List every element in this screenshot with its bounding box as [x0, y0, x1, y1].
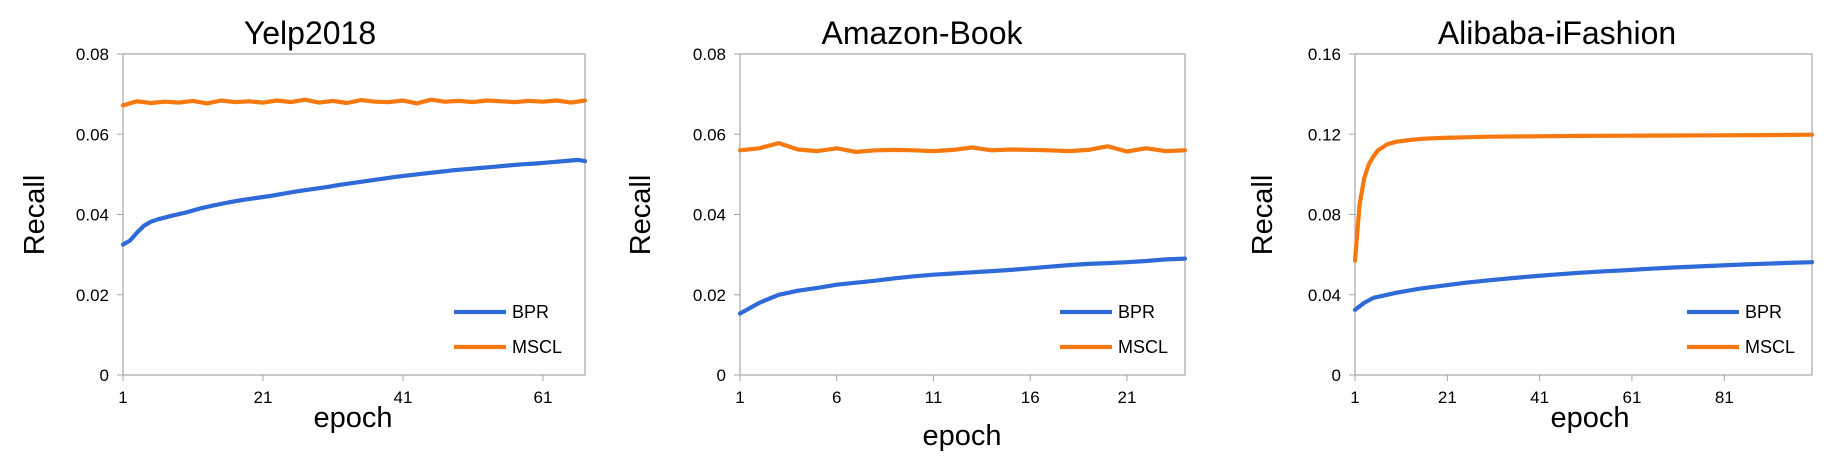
chart-title: Alibaba-iFashion: [1438, 15, 1676, 51]
x-tick-label: 41: [1530, 388, 1549, 407]
y-tick-label: 0.04: [76, 206, 109, 225]
x-tick-label: 1: [118, 388, 127, 407]
y-tick-label: 0.06: [76, 125, 109, 144]
series-line-bpr: [1352, 260, 1815, 312]
y-tick-label: 0.02: [76, 286, 109, 305]
y-tick-label: 0: [1332, 366, 1341, 385]
y-tick-label: 0: [717, 366, 726, 385]
y-axis-label: Recall: [625, 175, 657, 256]
legend-label-bpr: BPR: [512, 302, 549, 322]
x-tick-label: 21: [254, 388, 273, 407]
x-tick-label: 81: [1715, 388, 1734, 407]
x-tick-label: 61: [1623, 388, 1642, 407]
x-tick-label: 21: [1117, 388, 1136, 407]
x-tick-label: 1: [1350, 388, 1359, 407]
x-tick-label: 16: [1021, 388, 1040, 407]
y-tick-label: 0.04: [693, 206, 726, 225]
chart-panel-1: Yelp2018 Recall epoch 0 0.02 0.04 0.06 0.08 1 21 4…: [19, 15, 588, 434]
x-tick-label: 1: [735, 388, 744, 407]
legend-label-mscl: MSCL: [1118, 337, 1168, 357]
legend-label-bpr: BPR: [1745, 302, 1782, 322]
legend-label-bpr: BPR: [1118, 302, 1155, 322]
chart-title: Amazon-Book: [822, 15, 1024, 51]
plot-area: [1354, 53, 1813, 376]
chart-panel-2: Amazon-Book Recall epoch 0 0.02 0.04 0.06 0.08 1…: [625, 15, 1188, 452]
y-tick-label: 0.08: [1308, 206, 1341, 225]
y-tick-label: 0.16: [1308, 45, 1341, 64]
chart-panel-3: Alibaba-iFashion Recall epoch 0 0.04 0.08 0.12…: [1247, 15, 1815, 434]
y-tick-label: 0.06: [693, 125, 726, 144]
plot-area: [739, 53, 1186, 376]
x-tick-label: 41: [394, 388, 413, 407]
series-line-mscl: [737, 141, 1188, 154]
y-tick-label: 0.12: [1308, 125, 1341, 144]
x-tick-label: 6: [832, 388, 841, 407]
series-line-mscl: [120, 97, 588, 108]
y-tick-label: 0.08: [76, 45, 109, 64]
legend-label-mscl: MSCL: [512, 337, 562, 357]
y-axis-label: Recall: [19, 175, 51, 256]
x-tick-label: 11: [925, 388, 943, 407]
x-axis-label: epoch: [313, 402, 392, 434]
x-tick-label: 61: [534, 388, 553, 407]
chart-title: Yelp2018: [244, 15, 376, 51]
y-tick-label: 0: [100, 366, 109, 385]
x-tick-label: 21: [1438, 388, 1457, 407]
x-axis-label: epoch: [1550, 402, 1629, 434]
x-axis-label: epoch: [922, 420, 1001, 452]
y-tick-label: 0.08: [693, 45, 726, 64]
y-axis-label: Recall: [1247, 175, 1279, 256]
legend-label-mscl: MSCL: [1745, 337, 1795, 357]
series-line-mscl: [1352, 132, 1815, 263]
series-line-bpr: [120, 157, 588, 247]
series-line-bpr: [737, 256, 1188, 316]
y-tick-label: 0.02: [693, 286, 726, 305]
y-tick-label: 0.04: [1308, 286, 1341, 305]
